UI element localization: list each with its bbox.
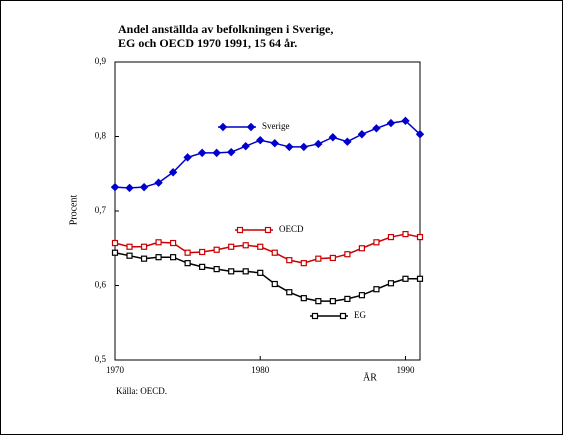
data-point [358, 245, 366, 252]
y-tick-label: 0,9 [95, 56, 107, 66]
x-tick-label: 1970 [106, 365, 125, 375]
data-point [169, 239, 177, 247]
data-point [415, 130, 425, 139]
data-point [416, 275, 424, 282]
data-point [373, 239, 380, 246]
data-point [300, 260, 307, 267]
data-point [184, 249, 191, 256]
data-point [169, 254, 177, 261]
legend-label: Sverige [262, 121, 290, 131]
data-point [256, 136, 265, 145]
data-point [242, 242, 249, 249]
y-tick-label: 0,8 [95, 131, 107, 141]
data-point [344, 251, 351, 258]
data-point [299, 142, 309, 152]
data-point [154, 178, 163, 187]
legend-marker [246, 122, 256, 132]
data-point [402, 230, 409, 238]
data-point [329, 298, 336, 305]
y-tick-label: 0,5 [95, 354, 107, 364]
data-point [387, 280, 395, 287]
data-point [199, 248, 206, 256]
legend-marker [264, 226, 272, 234]
data-point [242, 268, 249, 275]
data-point [197, 148, 207, 158]
x-axis-label: ÅR [363, 371, 377, 383]
data-point [257, 269, 264, 276]
data-point [315, 298, 322, 305]
data-point [226, 147, 236, 157]
data-point [328, 133, 338, 142]
data-point [139, 182, 149, 192]
legend-label: EG [354, 310, 366, 320]
series-line [114, 233, 421, 264]
y-tick-label: 0,6 [95, 280, 107, 290]
data-point [357, 130, 367, 139]
data-point [199, 263, 206, 270]
data-point [140, 255, 148, 262]
data-point [271, 249, 278, 256]
x-tick-label: 1990 [396, 365, 415, 375]
data-point [183, 153, 192, 162]
y-tick-label: 0,7 [95, 205, 107, 215]
legend-marker [311, 312, 319, 320]
data-point [140, 243, 148, 250]
series-line [114, 120, 421, 189]
legend-label: OECD [279, 224, 304, 234]
legend-marker [236, 226, 244, 234]
data-point [241, 141, 250, 151]
series-line [114, 251, 420, 302]
x-tick-label: 1980 [251, 365, 270, 375]
data-point [111, 249, 119, 256]
data-point [155, 239, 162, 246]
data-point [300, 295, 307, 302]
data-point [270, 138, 279, 148]
source: Källa: OECD. [116, 386, 167, 396]
chart-title: Andel anställda av befolkningen i Sverig… [118, 22, 333, 36]
data-point [401, 116, 410, 126]
data-point [315, 255, 322, 262]
data-point [126, 252, 133, 259]
y-axis-label: Procent [68, 195, 79, 226]
data-point [402, 275, 409, 282]
data-point [125, 183, 134, 193]
data-point [358, 292, 366, 299]
data-point [286, 289, 293, 296]
data-point [372, 124, 381, 133]
data-point [212, 148, 221, 158]
data-point [110, 182, 120, 192]
data-point [373, 286, 380, 293]
data-point [155, 254, 162, 261]
data-point [184, 260, 191, 267]
data-point [344, 295, 351, 303]
data-point [416, 233, 424, 241]
data-point [213, 246, 220, 253]
chart-subtitle: EG och OECD 1970 1991, 15 64 år. [118, 36, 297, 50]
data-point [286, 257, 293, 264]
data-point [213, 266, 220, 273]
data-point [314, 139, 323, 149]
data-point [285, 142, 294, 152]
data-point [126, 243, 133, 250]
data-point [228, 268, 235, 275]
data-point [271, 280, 278, 288]
data-point [387, 233, 395, 241]
data-point [329, 254, 336, 262]
data-point [343, 137, 352, 146]
legend-marker [218, 122, 228, 132]
data-point [257, 243, 264, 250]
data-point [168, 168, 178, 177]
legend-marker [339, 312, 347, 320]
data-point [111, 239, 119, 247]
data-point [228, 243, 235, 250]
data-point [386, 118, 396, 128]
